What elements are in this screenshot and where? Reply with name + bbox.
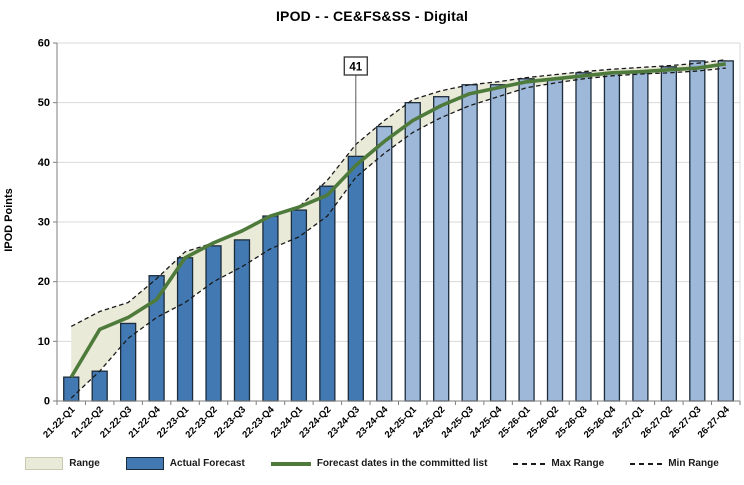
x-tick-label: 26-27-Q4 [696, 404, 733, 441]
committed-line [69, 62, 727, 379]
legend-item-actual-forecast: Actual Forecast [125, 457, 245, 470]
annotation-box [343, 56, 369, 76]
legend-label: Actual Forecast [169, 458, 245, 469]
bar-26-27-Q3 [689, 60, 706, 402]
annotation-label: 41 [349, 62, 362, 74]
bar-26-27-Q1 [632, 72, 649, 402]
legend-item-max-range: Max Range [513, 458, 604, 469]
bar-23-24-Q1 [290, 209, 308, 402]
annotation-41: 41 [343, 56, 369, 157]
legend-label: Max Range [551, 458, 605, 469]
bar-22-23-Q3 [233, 239, 251, 402]
bar-24-25-Q4 [489, 84, 507, 402]
x-axis-tick-labels: 21-22-Q121-22-Q221-22-Q321-22-Q422-23-Q1… [41, 404, 732, 441]
dashed-line-swatch [630, 462, 663, 465]
y-tick-label: 50 [38, 97, 50, 109]
committed-line-swatch [270, 461, 311, 466]
bar-25-26-Q4 [603, 72, 621, 402]
bar-24-25-Q2 [433, 96, 450, 402]
legend-label: Forecast dates in the committed list [316, 458, 488, 469]
legend-label: Min Range [668, 458, 719, 469]
bar-22-23-Q1 [176, 257, 194, 402]
bar-24-25-Q1 [404, 102, 421, 402]
committed-line-group [69, 62, 727, 379]
bar-24-25-Q3 [461, 84, 478, 402]
legend-label: Range [69, 458, 100, 469]
legend-item-forecast-dates-in-the-committed-list: Forecast dates in the committed list [270, 458, 488, 469]
range-band-group [71, 59, 726, 399]
actual-forecast-swatch [125, 457, 164, 470]
x-axis-ticks [56, 401, 741, 405]
bar-26-27-Q2 [660, 66, 678, 402]
bar-22-23-Q4 [262, 215, 279, 402]
legend-item-range: Range [25, 457, 100, 470]
y-axis-tick-labels: 0 10 20 30 40 50 60 [38, 38, 50, 408]
dashed-line-swatch [513, 462, 546, 465]
y-gridlines [57, 42, 740, 342]
chart-title: IPOD - - CE&FS&SS - Digital [275, 8, 469, 24]
bar-21-22-Q3 [119, 322, 137, 402]
min-range-line-group [70, 67, 726, 399]
max-range-line [70, 59, 726, 327]
y-tick-label: 40 [38, 157, 50, 169]
legend: Range Actual Forecast Forecast dates in th… [0, 457, 744, 470]
bar-25-26-Q1 [518, 78, 535, 402]
bar-23-24-Q3 [347, 155, 364, 402]
bar-25-26-Q3 [575, 72, 592, 402]
bar-23-24-Q2 [319, 185, 336, 402]
max-range-line-group [70, 59, 726, 327]
bar-26-27-Q4 [717, 60, 734, 402]
min-range-line [70, 67, 726, 399]
y-tick-label: 0 [44, 396, 50, 408]
bar-22-23-Q2 [205, 245, 222, 402]
y-tick-label: 10 [38, 336, 50, 348]
bar-25-26-Q2 [546, 78, 564, 402]
range-swatch [25, 457, 64, 470]
bar-23-24-Q4 [376, 125, 393, 402]
y-tick-label: 30 [38, 217, 50, 229]
axis-ticks [53, 42, 57, 402]
y-tick-label: 20 [38, 276, 50, 288]
y-tick-label: 60 [38, 38, 50, 50]
legend-item-min-range: Min Range [630, 458, 719, 469]
range-band [71, 59, 726, 399]
